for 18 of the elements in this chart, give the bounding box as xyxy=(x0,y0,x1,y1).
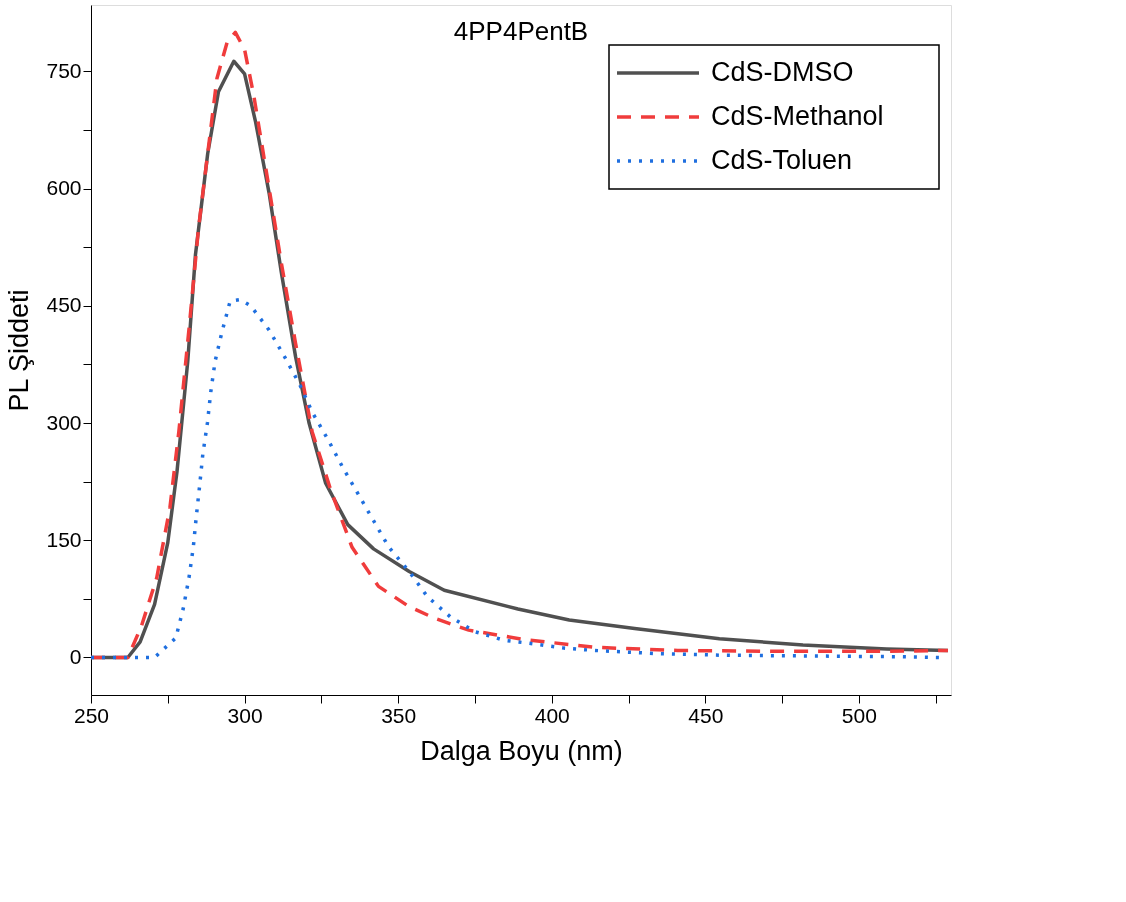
x-tick-label: 500 xyxy=(841,703,877,727)
x-tick-label: 450 xyxy=(688,703,724,727)
y-tick-label: 450 xyxy=(46,293,82,317)
legend-label: CdS-Methanol xyxy=(711,101,884,131)
y-axis-title: PL Şiddeti xyxy=(4,289,35,412)
x-tick-label: 300 xyxy=(227,703,263,727)
legend-label: CdS-DMSO xyxy=(711,57,854,87)
x-tick-label: 400 xyxy=(534,703,570,727)
y-tick-label: 150 xyxy=(46,527,82,551)
x-axis-title: Dalga Boyu (nm) xyxy=(420,735,623,766)
x-tick-label: 250 xyxy=(73,703,110,727)
legend-label: CdS-Toluen xyxy=(711,145,853,175)
y-tick-label: 600 xyxy=(46,176,82,200)
x-tick-label: 350 xyxy=(381,703,417,727)
y-tick-label: 750 xyxy=(46,58,82,82)
chart-title: 4PP4PentB xyxy=(453,16,589,46)
y-tick-label: 0 xyxy=(69,644,82,668)
y-tick-label: 300 xyxy=(46,410,82,434)
